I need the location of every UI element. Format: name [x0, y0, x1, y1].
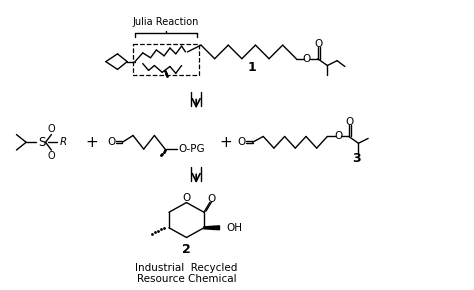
Text: O: O [47, 151, 55, 161]
Text: S: S [38, 136, 46, 149]
Text: R: R [59, 137, 67, 147]
Text: O: O [303, 54, 311, 64]
Text: 3: 3 [352, 152, 361, 165]
Text: O: O [108, 137, 116, 147]
Text: +: + [86, 135, 99, 150]
Text: 2: 2 [182, 243, 191, 256]
Text: O: O [182, 193, 191, 203]
Text: O: O [238, 137, 246, 147]
Polygon shape [204, 226, 219, 230]
Text: O-PG: O-PG [179, 144, 205, 154]
Text: Julia Reaction: Julia Reaction [133, 17, 199, 27]
Text: Industrial  Recycled
Resource Chemical: Industrial Recycled Resource Chemical [135, 263, 237, 284]
Text: O: O [346, 117, 354, 127]
Text: 1: 1 [247, 61, 256, 74]
Text: O: O [314, 39, 323, 49]
Bar [133, 44, 199, 75]
Text: +: + [219, 135, 232, 150]
Text: O: O [334, 131, 342, 142]
Text: O: O [47, 124, 55, 134]
Text: O: O [208, 194, 216, 204]
Text: OH: OH [226, 223, 242, 233]
